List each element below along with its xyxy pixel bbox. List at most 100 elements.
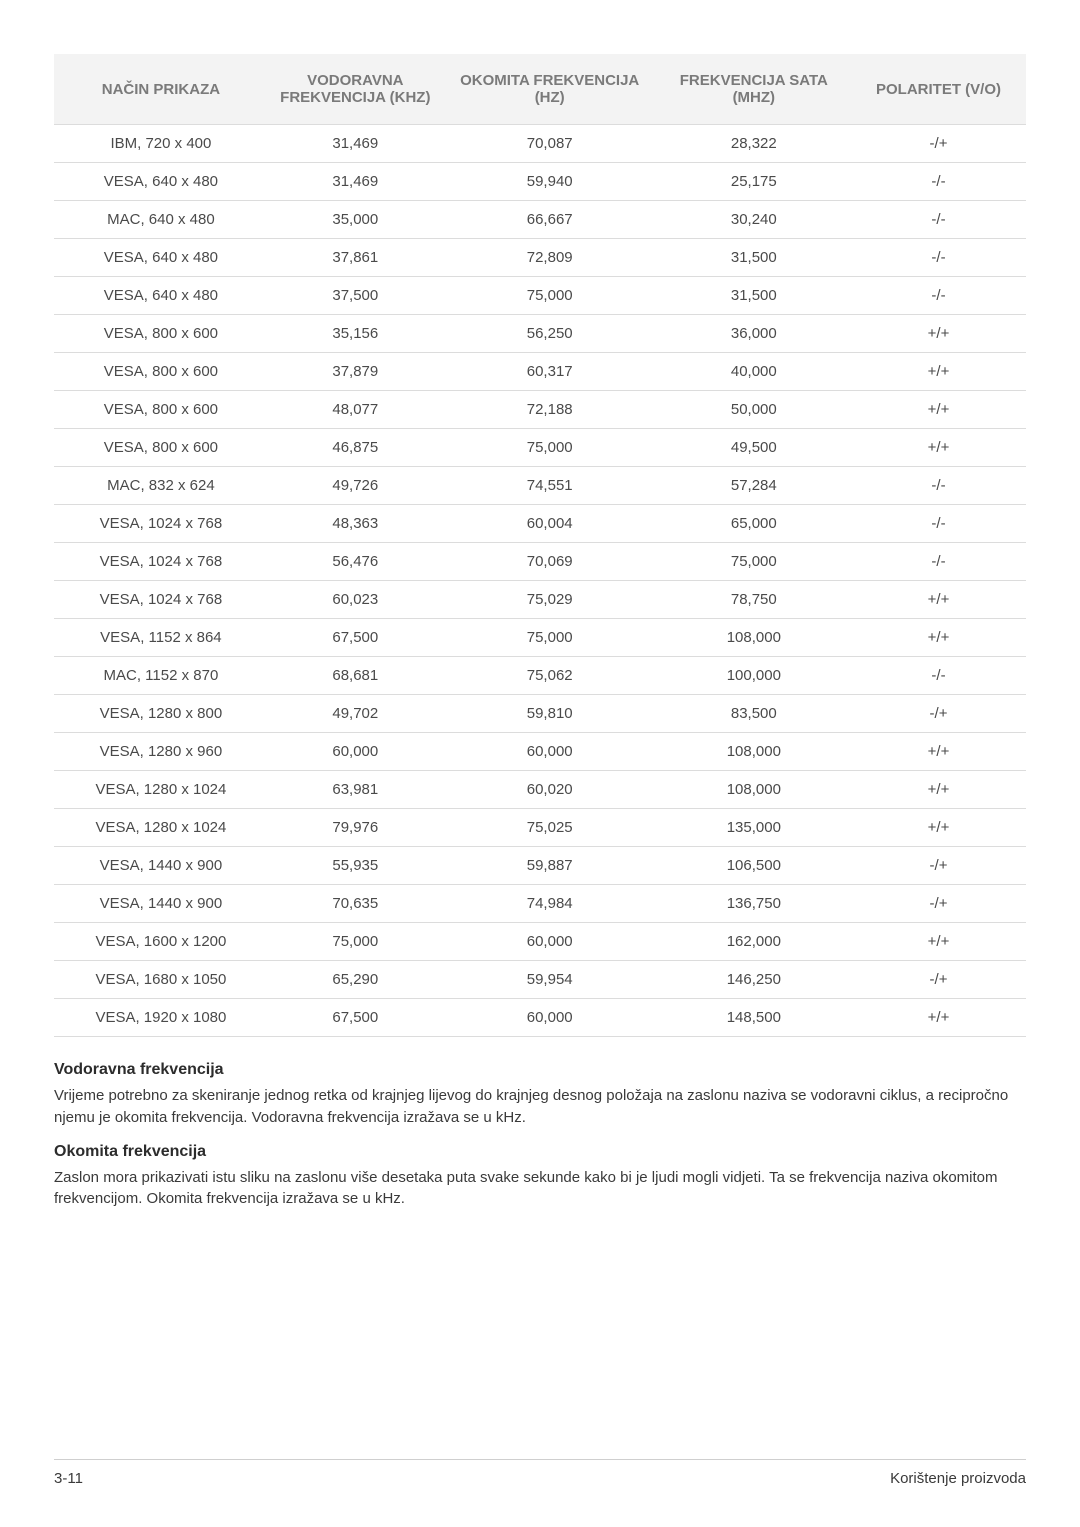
table-row: VESA, 640 x 48037,50075,00031,500-/- xyxy=(54,277,1026,315)
table-row: VESA, 1024 x 76860,02375,02978,750+/+ xyxy=(54,581,1026,619)
table-cell: 60,004 xyxy=(443,505,657,543)
table-row: VESA, 1280 x 80049,70259,81083,500-/+ xyxy=(54,695,1026,733)
table-cell: 106,500 xyxy=(657,847,851,885)
table-cell: +/+ xyxy=(851,315,1026,353)
table-cell: 60,000 xyxy=(443,999,657,1037)
table-cell: 136,750 xyxy=(657,885,851,923)
table-row: IBM, 720 x 40031,46970,08728,322-/+ xyxy=(54,125,1026,163)
table-cell: VESA, 640 x 480 xyxy=(54,239,268,277)
table-cell: 31,469 xyxy=(268,163,443,201)
table-cell: VESA, 640 x 480 xyxy=(54,163,268,201)
section-horizontal-frequency: Vodoravna frekvencija Vrijeme potrebno z… xyxy=(54,1061,1026,1129)
table-cell: 59,954 xyxy=(443,961,657,999)
table-cell: MAC, 640 x 480 xyxy=(54,201,268,239)
table-cell: 50,000 xyxy=(657,391,851,429)
table-cell: VESA, 1440 x 900 xyxy=(54,847,268,885)
table-row: VESA, 800 x 60035,15656,25036,000+/+ xyxy=(54,315,1026,353)
table-row: MAC, 832 x 62449,72674,55157,284-/- xyxy=(54,467,1026,505)
table-cell: 162,000 xyxy=(657,923,851,961)
col-header-mode: NAČIN PRIKAZA xyxy=(54,54,268,125)
table-cell: VESA, 1024 x 768 xyxy=(54,581,268,619)
table-cell: VESA, 1024 x 768 xyxy=(54,505,268,543)
table-cell: +/+ xyxy=(851,733,1026,771)
table-cell: 55,935 xyxy=(268,847,443,885)
col-header-pixelclock: FREKVENCIJA SATA (MHZ) xyxy=(657,54,851,125)
table-cell: VESA, 1680 x 1050 xyxy=(54,961,268,999)
page-footer: 3-11 Korištenje proizvoda xyxy=(54,1459,1026,1487)
table-cell: VESA, 640 x 480 xyxy=(54,277,268,315)
section-title: Vodoravna frekvencija xyxy=(54,1061,1026,1079)
table-cell: 135,000 xyxy=(657,809,851,847)
table-cell: 75,025 xyxy=(443,809,657,847)
table-cell: 37,500 xyxy=(268,277,443,315)
table-row: VESA, 1280 x 96060,00060,000108,000+/+ xyxy=(54,733,1026,771)
table-cell: 60,020 xyxy=(443,771,657,809)
table-cell: VESA, 1920 x 1080 xyxy=(54,999,268,1037)
section-body: Vrijeme potrebno za skeniranje jednog re… xyxy=(54,1085,1026,1129)
table-cell: 31,500 xyxy=(657,277,851,315)
table-cell: 56,476 xyxy=(268,543,443,581)
table-cell: 60,000 xyxy=(443,733,657,771)
col-header-vfreq: OKOMITA FREKVENCIJA (HZ) xyxy=(443,54,657,125)
table-cell: 67,500 xyxy=(268,619,443,657)
table-cell: 68,681 xyxy=(268,657,443,695)
table-cell: +/+ xyxy=(851,619,1026,657)
table-row: VESA, 1440 x 90070,63574,984136,750-/+ xyxy=(54,885,1026,923)
table-cell: 57,284 xyxy=(657,467,851,505)
table-cell: 75,000 xyxy=(268,923,443,961)
table-row: VESA, 800 x 60046,87575,00049,500+/+ xyxy=(54,429,1026,467)
table-cell: 72,188 xyxy=(443,391,657,429)
table-row: VESA, 800 x 60037,87960,31740,000+/+ xyxy=(54,353,1026,391)
table-cell: +/+ xyxy=(851,923,1026,961)
table-cell: MAC, 832 x 624 xyxy=(54,467,268,505)
table-cell: 65,000 xyxy=(657,505,851,543)
table-row: VESA, 1280 x 102463,98160,020108,000+/+ xyxy=(54,771,1026,809)
table-row: VESA, 1024 x 76856,47670,06975,000-/- xyxy=(54,543,1026,581)
table-row: VESA, 1600 x 120075,00060,000162,000+/+ xyxy=(54,923,1026,961)
table-cell: 148,500 xyxy=(657,999,851,1037)
table-cell: 108,000 xyxy=(657,619,851,657)
col-header-polarity: POLARITET (V/O) xyxy=(851,54,1026,125)
table-cell: +/+ xyxy=(851,353,1026,391)
table-cell: +/+ xyxy=(851,391,1026,429)
table-cell: 35,156 xyxy=(268,315,443,353)
table-row: VESA, 800 x 60048,07772,18850,000+/+ xyxy=(54,391,1026,429)
table-cell: -/- xyxy=(851,657,1026,695)
table-cell: 75,000 xyxy=(657,543,851,581)
table-cell: VESA, 1600 x 1200 xyxy=(54,923,268,961)
table-cell: 100,000 xyxy=(657,657,851,695)
table-row: VESA, 1680 x 105065,29059,954146,250-/+ xyxy=(54,961,1026,999)
table-cell: +/+ xyxy=(851,581,1026,619)
display-modes-table: NAČIN PRIKAZA VODORAVNA FREKVENCIJA (KHZ… xyxy=(54,54,1026,1037)
table-cell: -/+ xyxy=(851,695,1026,733)
table-cell: +/+ xyxy=(851,429,1026,467)
table-cell: VESA, 1280 x 1024 xyxy=(54,809,268,847)
table-cell: VESA, 1280 x 960 xyxy=(54,733,268,771)
table-cell: -/- xyxy=(851,163,1026,201)
table-cell: -/- xyxy=(851,543,1026,581)
section-body: Zaslon mora prikazivati istu sliku na za… xyxy=(54,1167,1026,1211)
section-vertical-frequency: Okomita frekvencija Zaslon mora prikaziv… xyxy=(54,1143,1026,1211)
table-cell: 83,500 xyxy=(657,695,851,733)
table-cell: 65,290 xyxy=(268,961,443,999)
table-cell: 60,000 xyxy=(443,923,657,961)
table-cell: 74,984 xyxy=(443,885,657,923)
table-row: MAC, 640 x 48035,00066,66730,240-/- xyxy=(54,201,1026,239)
table-cell: 48,363 xyxy=(268,505,443,543)
table-cell: 108,000 xyxy=(657,733,851,771)
table-cell: 79,976 xyxy=(268,809,443,847)
table-header-row: NAČIN PRIKAZA VODORAVNA FREKVENCIJA (KHZ… xyxy=(54,54,1026,125)
table-cell: 37,861 xyxy=(268,239,443,277)
table-row: VESA, 640 x 48037,86172,80931,500-/- xyxy=(54,239,1026,277)
table-cell: 66,667 xyxy=(443,201,657,239)
table-cell: 49,500 xyxy=(657,429,851,467)
table-cell: 75,000 xyxy=(443,619,657,657)
table-cell: VESA, 800 x 600 xyxy=(54,315,268,353)
table-cell: 59,940 xyxy=(443,163,657,201)
table-cell: 48,077 xyxy=(268,391,443,429)
table-cell: 60,023 xyxy=(268,581,443,619)
table-cell: 28,322 xyxy=(657,125,851,163)
table-cell: 25,175 xyxy=(657,163,851,201)
table-cell: 146,250 xyxy=(657,961,851,999)
footer-section-title: Korištenje proizvoda xyxy=(890,1470,1026,1487)
